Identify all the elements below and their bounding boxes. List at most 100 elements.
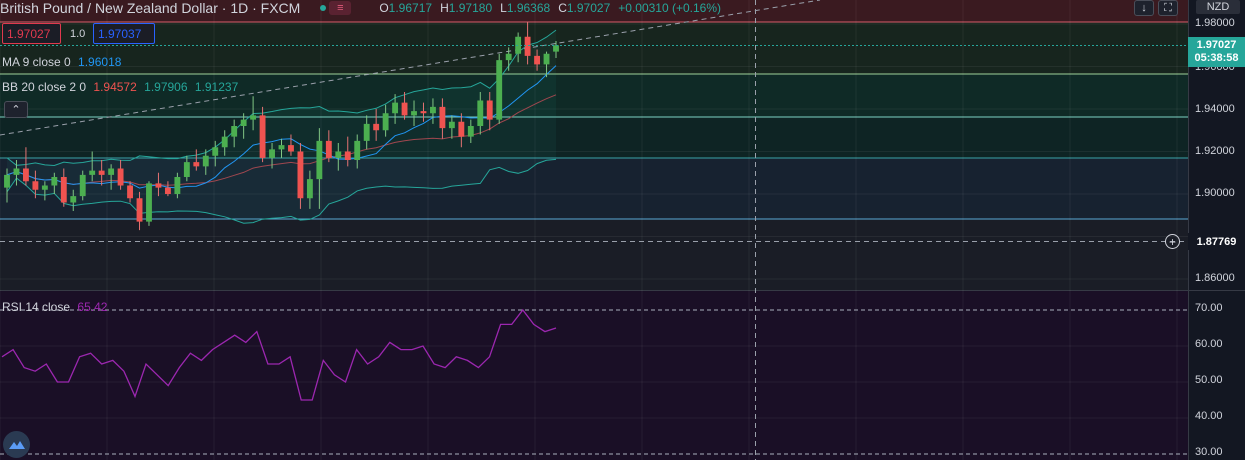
bb-legend[interactable]: BB 20 close 2 0 1.94572 1.97906 1.91237 [2,80,238,94]
rsi-tick: 30.00 [1195,446,1223,458]
candle-body [373,123,380,131]
candle-body [505,53,512,61]
lot-size[interactable]: 1.0 [70,27,86,40]
rsi-tick: 70.00 [1195,302,1223,314]
alert-icon[interactable]: ≡ [329,1,352,15]
symbol-title[interactable]: British Pound / New Zealand Dollar · 1D … [0,0,301,16]
candle [13,160,20,186]
bb-upper-line [6,29,557,167]
candle [79,170,86,201]
tradingview-logo-icon[interactable] [3,431,30,458]
top-buttons: ↓ ⛶ [1134,0,1178,16]
ohlc-change: +0.00310 (+0.16%) [618,1,722,15]
currency-label[interactable]: NZD [1196,0,1240,14]
candle [297,143,304,209]
candle [524,21,531,65]
price-axis-bg [1188,0,1245,460]
candle-body [70,196,77,203]
candle [553,41,559,58]
bb-label: BB 20 close 2 0 [2,80,87,94]
candle [401,92,408,120]
candle [325,130,332,163]
candle [193,149,200,171]
candle-body [553,45,559,52]
candle [467,119,474,143]
candle-body [363,123,370,141]
candle [127,181,133,203]
candle [202,149,209,175]
rsi-tick: 60.00 [1195,338,1223,350]
candle-body [278,145,285,150]
candle-body [108,168,115,175]
rsi-legend[interactable]: RSI 14 close 65.42 [2,300,107,314]
price-tick: 1.86000 [1195,272,1235,284]
candle-body [259,115,266,158]
candle-body [420,111,427,114]
candle-body [306,179,313,199]
candle-body [325,140,332,158]
price-tick: 1.98000 [1195,17,1235,29]
candle-body [335,151,342,158]
candle [4,168,10,203]
candle [155,172,162,197]
ma-label: MA 9 close 0 [2,55,71,69]
candle [51,172,58,194]
ohlc-readout: O1.96717 H1.97180 L1.96368 C1.97027 +0.0… [379,1,721,15]
candle [316,128,323,209]
buy-button[interactable]: 1.97037 [93,23,155,44]
candle [382,104,389,137]
candle [146,181,152,226]
candle-body [127,185,133,199]
price-tick: 1.92000 [1195,145,1235,157]
candle [373,109,380,141]
candle [212,140,219,167]
zone-red [0,0,1188,22]
zone-blue [0,158,1188,219]
arrow-down-icon[interactable]: ↓ [1134,0,1154,16]
logo-mark [8,440,25,449]
candle-body [13,168,20,175]
candle [32,170,39,199]
candle [335,143,342,171]
bb-basis-value: 1.94572 [93,80,137,94]
grid-layer [0,0,1188,460]
candle [439,98,446,139]
ma-legend[interactable]: MA 9 close 0 1.96018 [2,55,121,69]
candles-layer [4,21,559,231]
candle [60,168,67,207]
rsi-tick: 40.00 [1195,410,1223,422]
candle [288,134,294,156]
candle [231,119,238,148]
candle-body [250,115,257,120]
candle-body [382,113,389,131]
candle [221,130,228,156]
candle-body [467,126,474,137]
fullscreen-icon[interactable]: ⛶ [1158,0,1178,16]
candle-body [117,168,124,186]
candle [420,102,427,122]
market-open-icon [320,5,327,11]
candle-body [354,140,361,160]
candle-body [524,36,531,56]
candle-body [155,183,162,188]
candle-body [202,155,209,167]
candle-body [183,162,190,177]
candle-body [297,151,304,199]
candle [543,51,550,78]
candle-body [60,177,67,203]
candle-body [515,36,522,54]
plus-icon[interactable]: + [1165,234,1180,249]
candle-body [496,60,503,120]
candle [41,181,48,201]
candle [70,189,77,211]
candle [344,136,351,167]
rsi-tick: 50.00 [1195,374,1223,386]
crosshair-price-label: 1.87769 [1188,233,1245,250]
sell-button[interactable]: 1.97027 [2,23,61,44]
candle-body [411,111,417,116]
candle [448,115,455,139]
candle-body [430,106,436,114]
chevron-up-icon[interactable]: ⌃ [4,101,28,118]
candle [306,170,313,209]
